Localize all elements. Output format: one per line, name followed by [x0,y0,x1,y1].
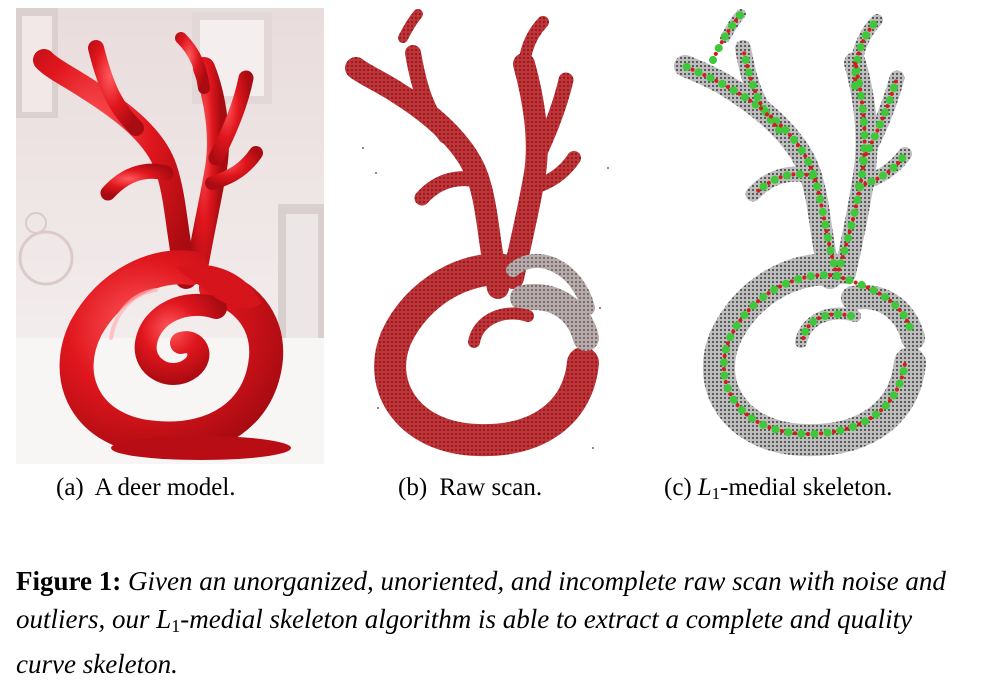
subcaption-a-text: A deer model. [94,474,236,501]
subcaption-b-text: Raw scan. [439,474,543,501]
figure-caption-math-sub: 1 [171,616,181,636]
raw-scan-panel [338,8,628,464]
deer-photo-panel [16,8,324,464]
figure-caption-math-var: L [156,604,172,634]
subcaption-b: (b) Raw scan. [398,474,542,502]
deer-photo [16,8,324,464]
subcaption-c-math-var: L [697,474,712,501]
figure-caption: Figure 1: Given an unorganized, unorient… [16,562,978,683]
figure-caption-text-2: -medial skeleton algorithm is able to ex… [16,604,913,679]
figure-label: Figure 1: [16,566,122,596]
subcaption-c: (c) L1-medial skeleton. [664,474,892,504]
subcaption-a: (a) A deer model. [56,474,236,502]
skeleton-curve [681,10,914,439]
subcaption-c-text: -medial skeleton. [720,474,893,501]
figure-caption-text-1: Given an unorganized, unoriented, and in… [16,566,946,634]
raw-scan-image [345,9,609,457]
subcaption-a-label: (a) [56,474,84,501]
skeleton-panel [655,8,955,464]
subcaption-c-label: (c) [664,474,692,501]
skeleton-image [674,9,926,457]
subcaption-b-label: (b) [398,474,428,501]
subcaption-c-math-sub: 1 [711,484,721,503]
